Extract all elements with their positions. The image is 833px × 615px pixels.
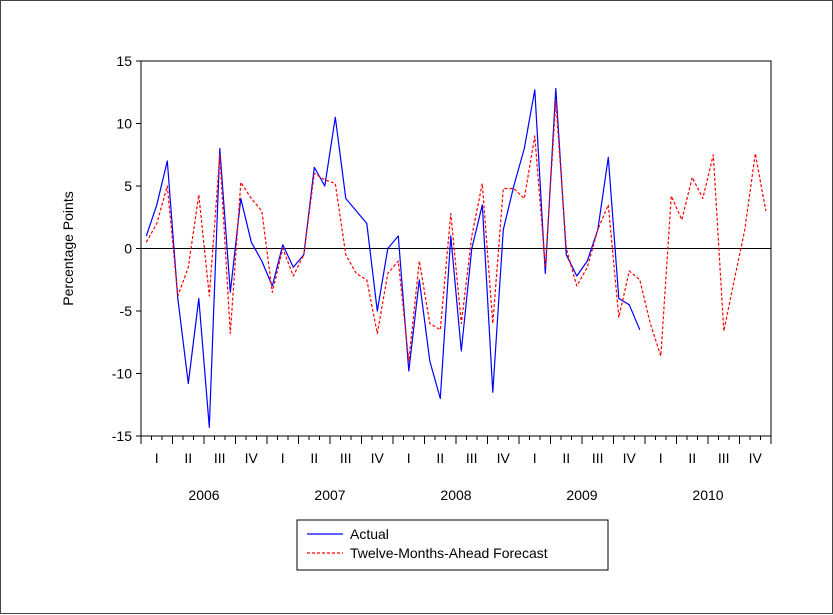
x-quarter-label: II — [436, 450, 444, 466]
x-quarter-label: I — [533, 450, 537, 466]
x-quarter-label: II — [310, 450, 318, 466]
legend-label: Twelve-Months-Ahead Forecast — [350, 545, 548, 561]
x-year-label: 2010 — [692, 487, 723, 503]
x-quarter-label: II — [184, 450, 192, 466]
x-quarter-label: IV — [749, 450, 763, 466]
x-quarter-label: IV — [371, 450, 385, 466]
x-quarter-label: II — [562, 450, 570, 466]
y-tick-label: 5 — [124, 178, 132, 194]
y-axis-title: Percentage Points — [60, 191, 76, 305]
x-quarter-label: III — [592, 450, 604, 466]
y-tick-label: 10 — [116, 116, 132, 132]
y-tick-label: -10 — [112, 366, 132, 382]
x-quarter-label: I — [281, 450, 285, 466]
x-quarter-label: III — [214, 450, 226, 466]
x-year-label: 2008 — [440, 487, 471, 503]
y-tick-label: -15 — [112, 428, 132, 444]
y-tick-label: 15 — [116, 53, 132, 69]
x-quarter-label: I — [659, 450, 663, 466]
series-line-forecast — [145, 100, 767, 362]
x-quarter-label: III — [466, 450, 478, 466]
x-quarter-label: IV — [623, 450, 637, 466]
legend-box — [296, 519, 609, 571]
y-axis: 15 10 5 0 -5 -10 -15 — [112, 53, 141, 444]
x-quarter-label: II — [688, 450, 696, 466]
x-quarter-label: IV — [497, 450, 511, 466]
x-quarter-label: III — [340, 450, 352, 466]
x-year-label: 2009 — [566, 487, 597, 503]
legend-label: Actual — [350, 526, 389, 542]
x-quarter-label: I — [155, 450, 159, 466]
series-line-actual — [145, 87, 641, 428]
legend: Actual Twelve-Months-Ahead Forecast — [296, 519, 609, 571]
x-year-label: 2007 — [314, 487, 345, 503]
x-year-label: 2006 — [188, 487, 219, 503]
x-quarter-label: IV — [245, 450, 259, 466]
x-quarter-label: III — [718, 450, 730, 466]
y-tick-label: -5 — [120, 303, 133, 319]
y-tick-label: 0 — [124, 241, 132, 257]
x-quarter-label: I — [407, 450, 411, 466]
series-layer — [145, 87, 767, 428]
